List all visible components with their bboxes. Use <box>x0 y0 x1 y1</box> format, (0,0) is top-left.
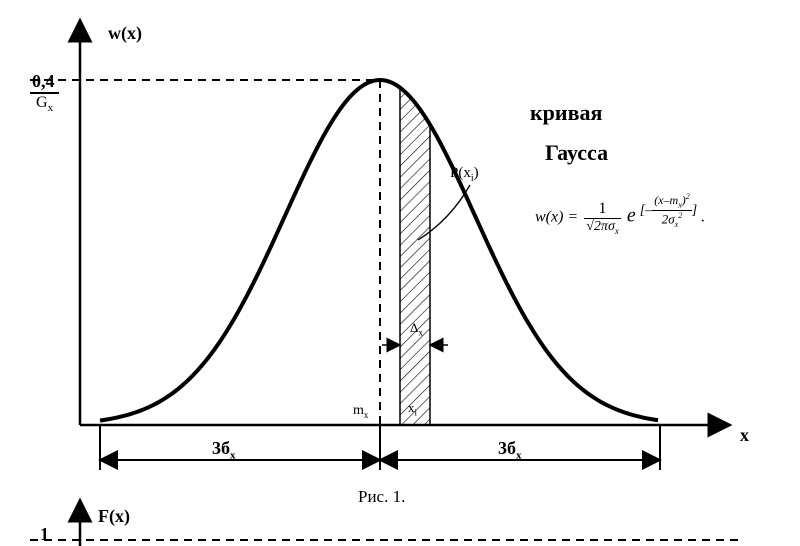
second-y-label: 1 <box>40 524 49 545</box>
right-sigma-label: 3бx <box>498 438 522 462</box>
probability-label: P(xi) <box>450 165 479 184</box>
figure-caption: Рис. 1. <box>358 487 405 507</box>
gaussian-curve-diagram <box>0 0 800 546</box>
mx-label: mx <box>353 403 368 420</box>
formula: w(x) = 1 √2πσx e [– (x–mx)2 2σx2 ] . <box>535 200 705 237</box>
y-peak-denominator: Gx <box>30 92 59 114</box>
xi-label: xi <box>408 400 417 418</box>
delta-x-label: Δx <box>410 320 423 338</box>
left-sigma-label: 3бx <box>212 438 236 462</box>
title-line1: кривая <box>530 100 602 126</box>
title-line2: Гаусса <box>545 140 608 166</box>
y-axis-label: w(x) <box>108 23 142 44</box>
y-peak-numerator: 0,4 <box>32 71 55 92</box>
x-axis-label: x <box>740 425 749 446</box>
second-axis-label: F(x) <box>98 506 130 527</box>
